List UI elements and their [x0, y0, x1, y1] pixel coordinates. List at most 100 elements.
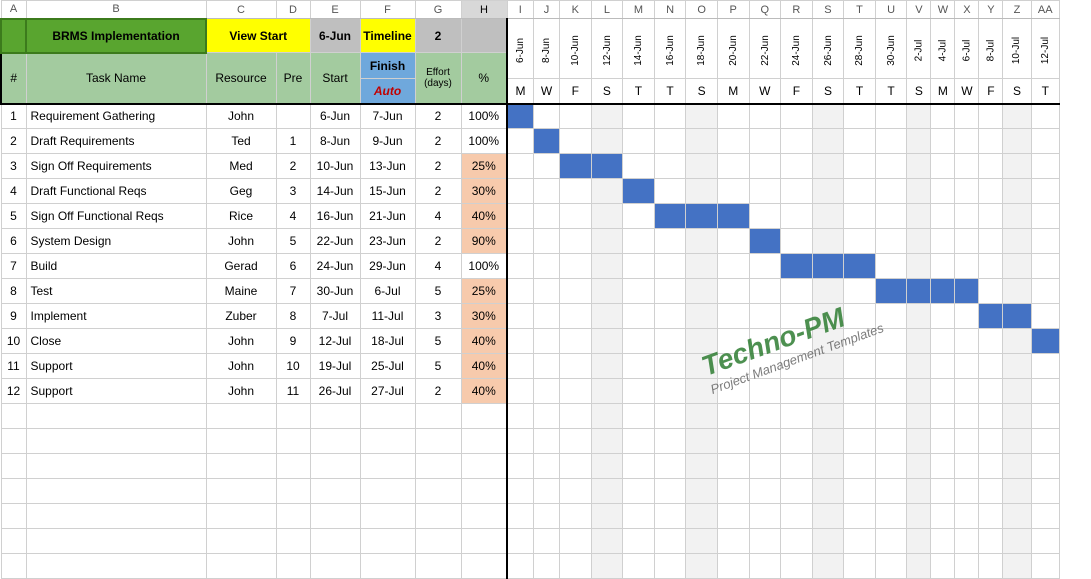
empty-cell[interactable]	[979, 504, 1003, 529]
empty-cell[interactable]	[310, 529, 360, 554]
gantt-cell[interactable]	[1003, 204, 1031, 229]
gantt-cell[interactable]	[1031, 204, 1059, 229]
task-pct[interactable]: 40%	[461, 354, 507, 379]
date-header-6[interactable]: 18-Jun	[686, 19, 718, 79]
gantt-cell[interactable]	[591, 279, 623, 304]
gantt-cell[interactable]	[979, 279, 1003, 304]
gantt-cell[interactable]	[1031, 279, 1059, 304]
gantt-cell[interactable]	[781, 379, 813, 404]
task-pre[interactable]: 3	[276, 179, 310, 204]
empty-cell[interactable]	[979, 479, 1003, 504]
view-start-label[interactable]: View Start	[206, 19, 310, 53]
empty-cell[interactable]	[781, 504, 813, 529]
gantt-cell[interactable]	[507, 279, 534, 304]
gantt-cell[interactable]	[979, 329, 1003, 354]
gantt-cell[interactable]	[623, 154, 655, 179]
dow-4[interactable]: T	[623, 79, 655, 104]
task-num[interactable]: 5	[1, 204, 26, 229]
empty-cell[interactable]	[1031, 404, 1059, 429]
empty-cell[interactable]	[507, 404, 534, 429]
gantt-cell[interactable]	[717, 254, 749, 279]
col-header-O[interactable]: O	[686, 1, 718, 19]
gantt-cell[interactable]	[875, 279, 907, 304]
empty-cell[interactable]	[686, 454, 718, 479]
task-finish[interactable]: 25-Jul	[360, 354, 415, 379]
gantt-cell[interactable]	[1031, 129, 1059, 154]
empty-cell[interactable]	[534, 504, 560, 529]
gantt-cell[interactable]	[812, 304, 844, 329]
gantt-cell[interactable]	[979, 104, 1003, 129]
empty-cell[interactable]	[623, 429, 655, 454]
gantt-cell[interactable]	[844, 329, 876, 354]
empty-cell[interactable]	[749, 429, 781, 454]
task-effort[interactable]: 2	[415, 129, 461, 154]
empty-cell[interactable]	[749, 454, 781, 479]
spreadsheet-grid[interactable]: ABCDEFGHIJKLMNOPQRSTUVWXYZAABRMS Impleme…	[0, 0, 1060, 579]
gantt-cell[interactable]	[507, 254, 534, 279]
date-header-13[interactable]: 2-Jul	[907, 19, 931, 79]
task-pct[interactable]: 90%	[461, 229, 507, 254]
empty-cell[interactable]	[206, 529, 276, 554]
gantt-cell[interactable]	[955, 179, 979, 204]
empty-cell[interactable]	[717, 454, 749, 479]
empty-cell[interactable]	[781, 454, 813, 479]
gantt-cell[interactable]	[931, 104, 955, 129]
task-name[interactable]: Build	[26, 254, 206, 279]
col-header-C[interactable]: C	[206, 1, 276, 19]
gantt-cell[interactable]	[1031, 304, 1059, 329]
task-pct[interactable]: 100%	[461, 104, 507, 129]
task-effort[interactable]: 2	[415, 179, 461, 204]
task-row[interactable]: 8TestMaine730-Jun6-Jul525%	[1, 279, 1059, 304]
empty-cell[interactable]	[591, 504, 623, 529]
empty-cell[interactable]	[907, 554, 931, 579]
empty-cell[interactable]	[534, 479, 560, 504]
empty-cell[interactable]	[1, 554, 26, 579]
empty-row[interactable]	[1, 529, 1059, 554]
empty-cell[interactable]	[1031, 479, 1059, 504]
empty-cell[interactable]	[749, 404, 781, 429]
task-row[interactable]: 11SupportJohn1019-Jul25-Jul540%	[1, 354, 1059, 379]
task-finish[interactable]: 15-Jun	[360, 179, 415, 204]
empty-row[interactable]	[1, 454, 1059, 479]
gantt-cell[interactable]	[749, 354, 781, 379]
task-name[interactable]: Sign Off Requirements	[26, 154, 206, 179]
gantt-cell[interactable]	[623, 354, 655, 379]
date-header-2[interactable]: 10-Jun	[560, 19, 592, 79]
gantt-cell[interactable]	[844, 204, 876, 229]
gantt-cell[interactable]	[844, 229, 876, 254]
empty-cell[interactable]	[623, 504, 655, 529]
gantt-cell[interactable]	[931, 329, 955, 354]
task-start[interactable]: 24-Jun	[310, 254, 360, 279]
dow-1[interactable]: W	[534, 79, 560, 104]
gantt-cell[interactable]	[717, 354, 749, 379]
empty-cell[interactable]	[534, 529, 560, 554]
hdr-pre[interactable]: Pre	[276, 53, 310, 104]
task-row[interactable]: 4Draft Functional ReqsGeg314-Jun15-Jun23…	[1, 179, 1059, 204]
empty-cell[interactable]	[907, 429, 931, 454]
task-finish[interactable]: 18-Jul	[360, 329, 415, 354]
gantt-cell[interactable]	[654, 154, 686, 179]
empty-cell[interactable]	[1003, 504, 1031, 529]
hdr-auto[interactable]: Auto	[360, 79, 415, 104]
gantt-cell[interactable]	[955, 379, 979, 404]
gantt-cell[interactable]	[749, 254, 781, 279]
empty-cell[interactable]	[844, 529, 876, 554]
gantt-cell[interactable]	[654, 304, 686, 329]
gantt-cell[interactable]	[534, 104, 560, 129]
gantt-cell[interactable]	[749, 329, 781, 354]
empty-cell[interactable]	[534, 404, 560, 429]
gantt-cell[interactable]	[623, 304, 655, 329]
gantt-cell[interactable]	[955, 129, 979, 154]
task-effort[interactable]: 2	[415, 229, 461, 254]
gantt-cell[interactable]	[623, 229, 655, 254]
gantt-cell[interactable]	[654, 129, 686, 154]
empty-cell[interactable]	[591, 479, 623, 504]
task-row[interactable]: 10CloseJohn912-Jul18-Jul540%	[1, 329, 1059, 354]
empty-cell[interactable]	[654, 454, 686, 479]
gantt-cell[interactable]	[931, 154, 955, 179]
gantt-cell[interactable]	[560, 129, 592, 154]
gantt-cell[interactable]	[534, 279, 560, 304]
task-pct[interactable]: 30%	[461, 179, 507, 204]
task-pct[interactable]: 30%	[461, 304, 507, 329]
empty-cell[interactable]	[310, 479, 360, 504]
